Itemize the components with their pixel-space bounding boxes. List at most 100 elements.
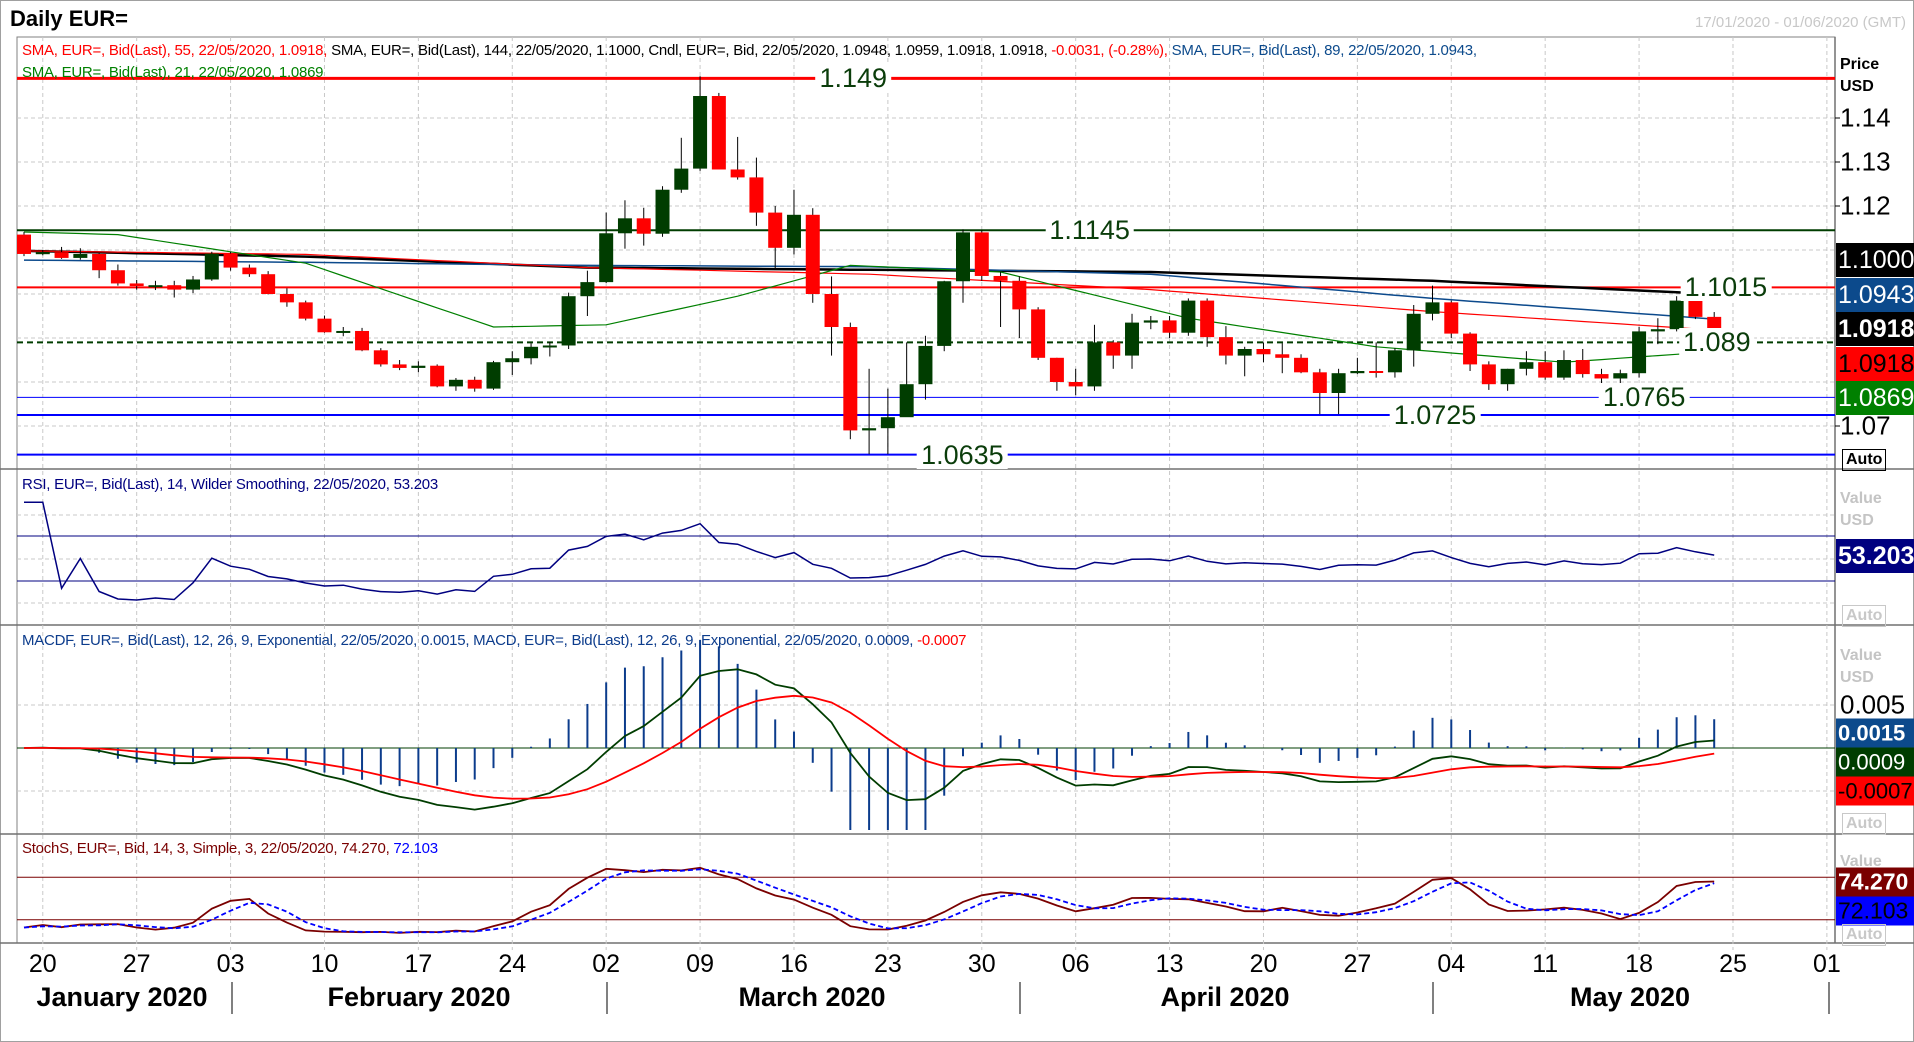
candle-body — [862, 428, 877, 431]
macd-line — [23, 668, 1715, 811]
candle-body — [186, 279, 201, 290]
candle-body — [1369, 371, 1384, 373]
stoch-axis-title: Value — [1840, 853, 1882, 870]
price-auto-scale-button[interactable]: Auto — [1842, 449, 1887, 471]
candle-body — [1181, 300, 1196, 333]
candle-body — [636, 218, 651, 234]
candle-body — [1143, 320, 1158, 323]
candle-body — [373, 350, 388, 365]
candle-body — [524, 346, 539, 359]
candle-body — [674, 168, 689, 190]
candle-body — [448, 379, 463, 387]
rsi-line — [24, 501, 1715, 601]
date-tick-label: 11 — [1532, 950, 1559, 978]
price-legend-segment: Cndl, EUR=, Bid, 22/05/2020, 1.0948, 1.0… — [648, 42, 1052, 59]
candle-body — [336, 330, 351, 333]
macd-axis-title: Value — [1840, 647, 1882, 664]
month-label: May 2020 — [1569, 982, 1691, 1012]
date-tick-label: 09 — [686, 950, 714, 978]
candle-body — [148, 285, 163, 288]
candle-body — [993, 275, 1008, 281]
price-legend-segment: SMA, EUR=, Bid(Last), 55, 22/05/2020, 1.… — [22, 42, 332, 59]
date-tick-label: 20 — [1249, 950, 1278, 978]
price-value-box: 1.0918 — [1836, 312, 1914, 346]
price-value-box: 1.0943 — [1836, 277, 1914, 312]
candle-body — [1237, 349, 1252, 356]
date-tick-label: 27 — [122, 950, 151, 978]
level-label: 1.1145 — [1045, 216, 1134, 245]
stoch-d-line — [23, 868, 1715, 934]
macd-value-box: 0.0015 — [1836, 718, 1914, 748]
sma21-line — [23, 231, 1715, 363]
date-tick-label: 25 — [1719, 950, 1747, 978]
macd-auto-scale-button[interactable]: Auto — [1842, 813, 1887, 835]
candle-body — [317, 318, 332, 333]
date-tick-label: 10 — [310, 950, 339, 978]
candle-body — [1350, 371, 1365, 374]
date-tick-label: 16 — [780, 950, 808, 978]
candle-body — [1406, 313, 1421, 351]
month-label: February 2020 — [327, 982, 511, 1012]
candle-body — [73, 253, 88, 258]
candle-body — [261, 274, 276, 294]
candle-body — [1218, 337, 1233, 356]
candle-body — [1613, 373, 1628, 379]
date-range: 17/01/2020 - 01/06/2020 (GMT) — [1695, 14, 1906, 31]
macd-value-box: 0.0009 — [1836, 747, 1914, 777]
candle-body — [768, 212, 783, 248]
candle-body — [486, 362, 501, 389]
date-tick-label: 20 — [28, 950, 57, 978]
stoch-legend: StochS, EUR=, Bid, 14, 3, Simple, 3, 22/… — [22, 840, 438, 857]
month-label: April 2020 — [1160, 982, 1290, 1012]
candle-body — [1106, 342, 1121, 356]
candle-body — [1200, 300, 1215, 338]
candle-body — [843, 327, 858, 431]
price-tick-label: 1.12 — [1840, 190, 1891, 221]
candle-body — [805, 214, 820, 294]
candle-body — [1425, 302, 1440, 314]
macd-legend-text: MACDF, EUR=, Bid(Last), 12, 26, 9, Expon… — [22, 632, 918, 649]
candle-body — [279, 294, 294, 303]
candle-body — [1125, 322, 1140, 356]
rsi-value-box: 53.203 — [1836, 539, 1914, 573]
level-label: 1.0765 — [1598, 383, 1690, 412]
sma21-legend: SMA, EUR=, Bid(Last), 21, 22/05/2020, 1.… — [22, 64, 324, 81]
rsi-auto-scale-button[interactable]: Auto — [1842, 605, 1887, 627]
stoch-value-box: 72.103 — [1836, 896, 1914, 926]
candle-body — [204, 253, 219, 280]
candle-body — [937, 281, 952, 346]
candle-body — [711, 96, 726, 170]
price-tick-label: 1.14 — [1840, 102, 1891, 133]
date-tick-label: 30 — [967, 950, 996, 978]
level-label: 1.0725 — [1389, 401, 1481, 429]
level-label: 1.149 — [815, 64, 892, 93]
candle-body — [1463, 333, 1478, 365]
stoch-auto-scale-button[interactable]: Auto — [1842, 924, 1887, 946]
candle-body — [1387, 350, 1402, 373]
month-label: January 2020 — [36, 982, 208, 1012]
candle-body — [430, 365, 445, 387]
candle-body — [1087, 342, 1102, 387]
candle-body — [1669, 300, 1684, 330]
candle-body — [1049, 357, 1064, 382]
candle-body — [617, 218, 632, 234]
level-label: 1.0635 — [917, 440, 1008, 469]
candle-body — [505, 358, 520, 363]
candle-body — [1444, 302, 1459, 334]
candle-body — [599, 233, 614, 283]
date-tick-label: 13 — [1155, 950, 1184, 978]
date-tick-label: 06 — [1061, 950, 1090, 978]
candle-body — [167, 285, 182, 290]
stoch-k-line — [23, 866, 1715, 934]
candle-body — [355, 330, 370, 351]
candle-body — [110, 270, 125, 284]
candle-body — [298, 302, 313, 319]
price-legend-line1: SMA, EUR=, Bid(Last), 55, 22/05/2020, 1.… — [22, 42, 1477, 59]
level-label: 1.1015 — [1680, 273, 1772, 302]
date-tick-label: 27 — [1343, 950, 1372, 978]
price-tick-label: 1.13 — [1840, 146, 1891, 177]
macd-tick: 0.005 — [1840, 689, 1906, 720]
price-legend-segment: SMA, EUR=, Bid(Last), 144, 22/05/2020, 1… — [331, 42, 649, 59]
candle-body — [824, 294, 839, 327]
